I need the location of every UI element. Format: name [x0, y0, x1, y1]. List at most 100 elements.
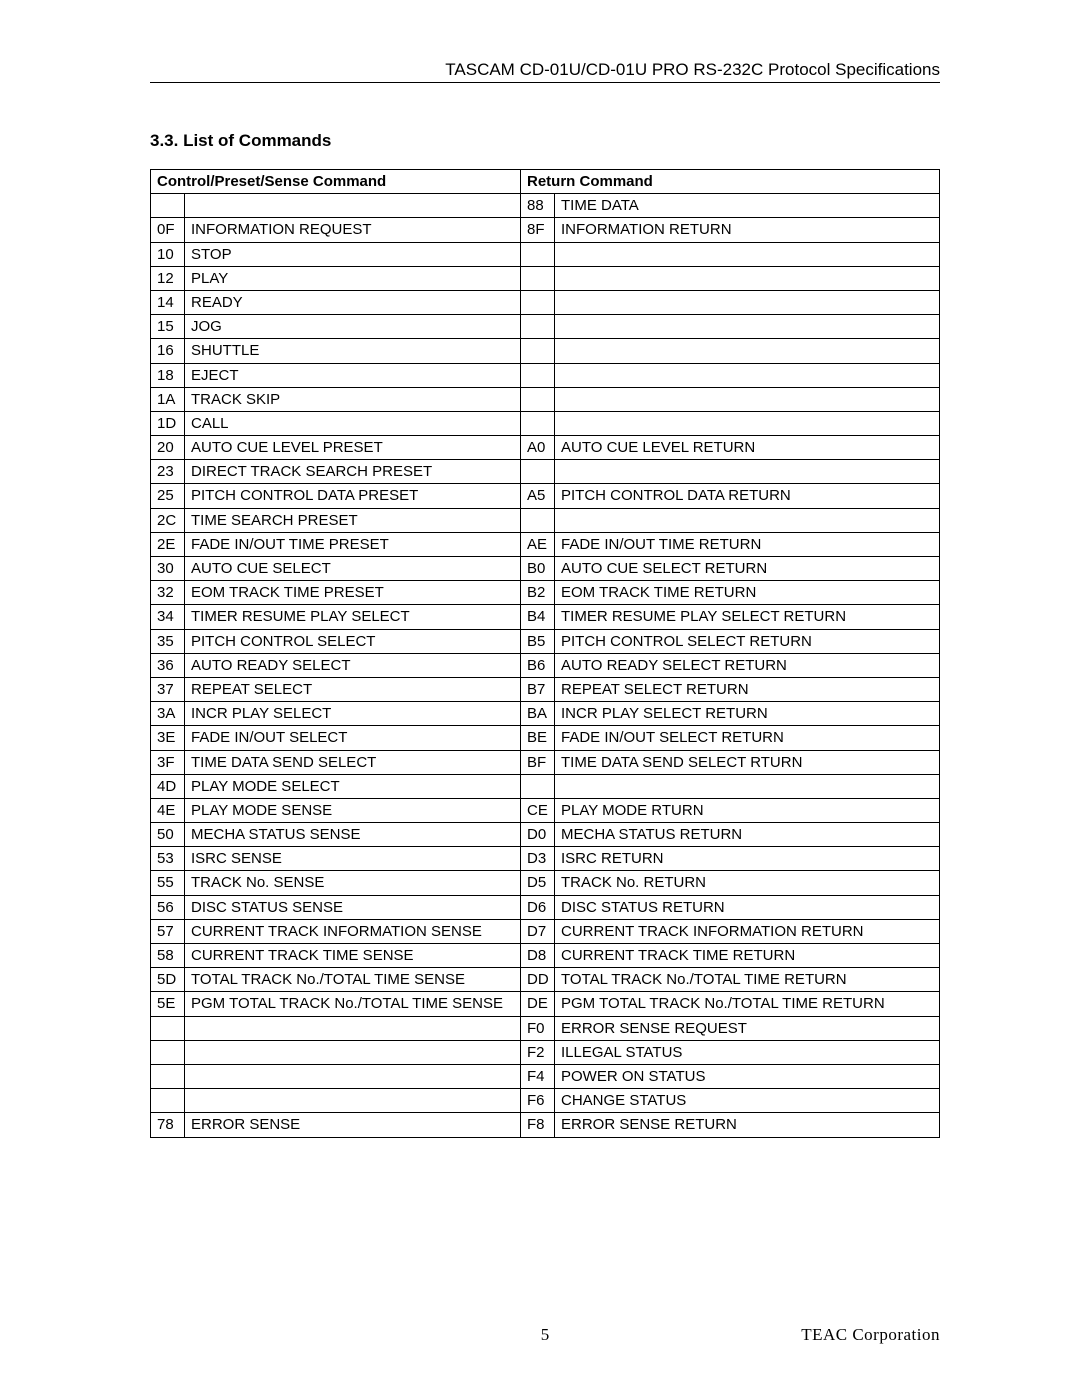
left-command: READY	[185, 290, 521, 314]
right-command: MECHA STATUS RETURN	[555, 823, 940, 847]
right-code	[521, 266, 555, 290]
right-code	[521, 339, 555, 363]
table-row: 56DISC STATUS SENSED6DISC STATUS RETURN	[151, 895, 940, 919]
left-code: 36	[151, 653, 185, 677]
right-code: B4	[521, 605, 555, 629]
right-command: FADE IN/OUT TIME RETURN	[555, 532, 940, 556]
right-code	[521, 387, 555, 411]
table-row: 34TIMER RESUME PLAY SELECTB4TIMER RESUME…	[151, 605, 940, 629]
table-row: 18EJECT	[151, 363, 940, 387]
right-command	[555, 315, 940, 339]
left-code: 14	[151, 290, 185, 314]
left-command: PLAY	[185, 266, 521, 290]
left-command: TIME SEARCH PRESET	[185, 508, 521, 532]
right-code	[521, 411, 555, 435]
left-command: PLAY MODE SELECT	[185, 774, 521, 798]
left-command: FADE IN/OUT TIME PRESET	[185, 532, 521, 556]
right-command	[555, 387, 940, 411]
table-row: F4POWER ON STATUS	[151, 1064, 940, 1088]
left-code: 2C	[151, 508, 185, 532]
right-command: INCR PLAY SELECT RETURN	[555, 702, 940, 726]
table-row: 1DCALL	[151, 411, 940, 435]
left-command: MECHA STATUS SENSE	[185, 823, 521, 847]
left-code	[151, 1040, 185, 1064]
right-code	[521, 774, 555, 798]
right-code: D6	[521, 895, 555, 919]
right-command: CHANGE STATUS	[555, 1089, 940, 1113]
left-code: 3F	[151, 750, 185, 774]
table-row: 15JOG	[151, 315, 940, 339]
left-command: TIME DATA SEND SELECT	[185, 750, 521, 774]
right-command: ERROR SENSE RETURN	[555, 1113, 940, 1137]
left-command: EJECT	[185, 363, 521, 387]
left-command: AUTO CUE LEVEL PRESET	[185, 436, 521, 460]
left-code: 3A	[151, 702, 185, 726]
table-row: 50MECHA STATUS SENSED0MECHA STATUS RETUR…	[151, 823, 940, 847]
table-row: 3EFADE IN/OUT SELECTBEFADE IN/OUT SELECT…	[151, 726, 940, 750]
right-code: D7	[521, 919, 555, 943]
left-code: 34	[151, 605, 185, 629]
left-code: 32	[151, 581, 185, 605]
left-command: SHUTTLE	[185, 339, 521, 363]
left-code: 5E	[151, 992, 185, 1016]
page: TASCAM CD-01U/CD-01U PRO RS-232C Protoco…	[0, 0, 1080, 1397]
left-command: INFORMATION REQUEST	[185, 218, 521, 242]
right-command: CURRENT TRACK TIME RETURN	[555, 944, 940, 968]
left-code: 10	[151, 242, 185, 266]
table-row: 14READY	[151, 290, 940, 314]
table-row: 12PLAY	[151, 266, 940, 290]
right-command	[555, 460, 940, 484]
left-code: 78	[151, 1113, 185, 1137]
table-row: 20AUTO CUE LEVEL PRESETA0AUTO CUE LEVEL …	[151, 436, 940, 460]
left-command: AUTO READY SELECT	[185, 653, 521, 677]
left-code: 56	[151, 895, 185, 919]
left-code: 1D	[151, 411, 185, 435]
right-code: D8	[521, 944, 555, 968]
right-code: F2	[521, 1040, 555, 1064]
commands-table: Control/Preset/Sense Command Return Comm…	[150, 169, 940, 1138]
left-code: 20	[151, 436, 185, 460]
right-code: AE	[521, 532, 555, 556]
left-command: EOM TRACK TIME PRESET	[185, 581, 521, 605]
right-command: PGM TOTAL TRACK No./TOTAL TIME RETURN	[555, 992, 940, 1016]
left-command	[185, 1089, 521, 1113]
right-code	[521, 290, 555, 314]
right-command: TIMER RESUME PLAY SELECT RETURN	[555, 605, 940, 629]
right-code: BF	[521, 750, 555, 774]
right-code	[521, 508, 555, 532]
right-command	[555, 242, 940, 266]
table-row: 10STOP	[151, 242, 940, 266]
right-command: CURRENT TRACK INFORMATION RETURN	[555, 919, 940, 943]
left-command: CALL	[185, 411, 521, 435]
right-command: ERROR SENSE REQUEST	[555, 1016, 940, 1040]
left-command: ERROR SENSE	[185, 1113, 521, 1137]
left-code: 5D	[151, 968, 185, 992]
right-code: BA	[521, 702, 555, 726]
table-row: 5DTOTAL TRACK No./TOTAL TIME SENSEDDTOTA…	[151, 968, 940, 992]
left-command	[185, 1040, 521, 1064]
left-code: 3E	[151, 726, 185, 750]
table-row: 4EPLAY MODE SENSECEPLAY MODE RTURN	[151, 798, 940, 822]
left-command: PGM TOTAL TRACK No./TOTAL TIME SENSE	[185, 992, 521, 1016]
left-command: TRACK SKIP	[185, 387, 521, 411]
right-code: DE	[521, 992, 555, 1016]
right-code: F0	[521, 1016, 555, 1040]
table-row: 5EPGM TOTAL TRACK No./TOTAL TIME SENSEDE…	[151, 992, 940, 1016]
table-row: 25PITCH CONTROL DATA PRESETA5PITCH CONTR…	[151, 484, 940, 508]
right-command: DISC STATUS RETURN	[555, 895, 940, 919]
table-row: 36AUTO READY SELECTB6AUTO READY SELECT R…	[151, 653, 940, 677]
right-command: TRACK No. RETURN	[555, 871, 940, 895]
table-row: 16SHUTTLE	[151, 339, 940, 363]
right-code: D5	[521, 871, 555, 895]
table-row: 53ISRC SENSED3ISRC RETURN	[151, 847, 940, 871]
table-row: F6CHANGE STATUS	[151, 1089, 940, 1113]
left-command: TRACK No. SENSE	[185, 871, 521, 895]
left-code: 37	[151, 677, 185, 701]
page-footer: 5 TEAC Corporation	[150, 1325, 940, 1345]
table-row: 2EFADE IN/OUT TIME PRESETAEFADE IN/OUT T…	[151, 532, 940, 556]
left-code: 15	[151, 315, 185, 339]
right-code: BE	[521, 726, 555, 750]
left-code: 2E	[151, 532, 185, 556]
left-command: CURRENT TRACK TIME SENSE	[185, 944, 521, 968]
page-header: TASCAM CD-01U/CD-01U PRO RS-232C Protoco…	[150, 60, 940, 83]
